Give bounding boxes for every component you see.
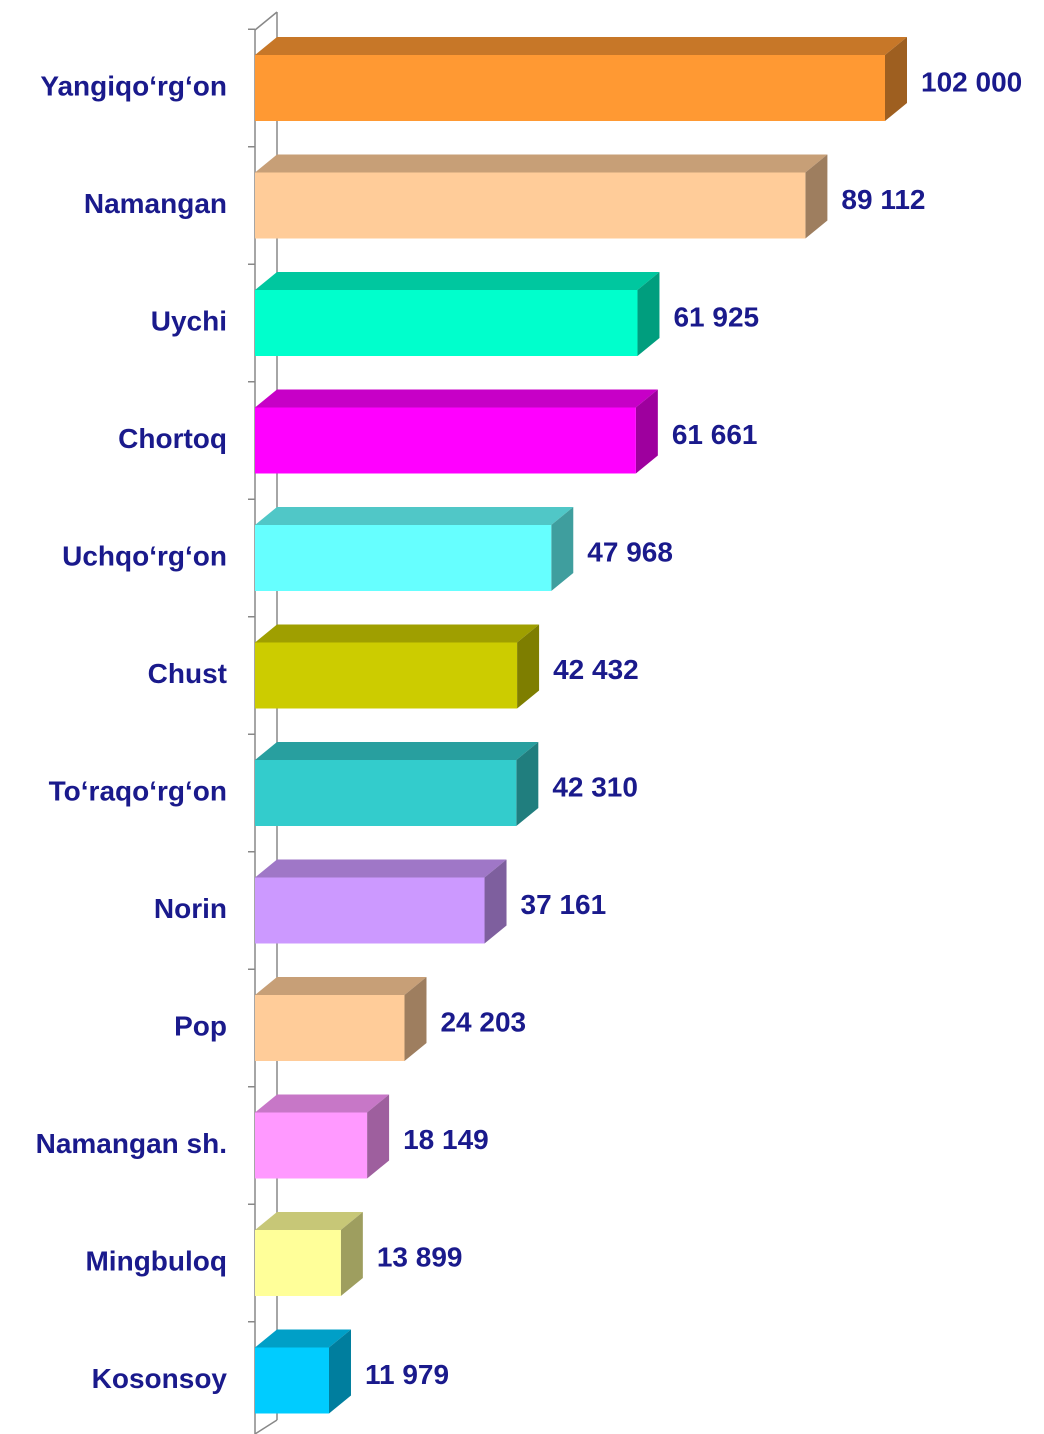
category-label: Kosonsoy: [92, 1363, 228, 1394]
category-label: Uchqo‘rg‘on: [62, 540, 227, 571]
bar: [255, 407, 636, 474]
axis-bottom: [254, 1419, 278, 1434]
bar-side: [328, 1329, 351, 1414]
category-label: Namangan sh.: [36, 1128, 227, 1159]
bar-side: [404, 977, 427, 1061]
bar: [255, 995, 405, 1061]
bar-side: [517, 624, 540, 709]
category-label: Chust: [148, 658, 227, 689]
bar-side: [635, 389, 658, 474]
value-label: 61 925: [673, 301, 759, 332]
category-label: To‘raqo‘rg‘on: [49, 775, 227, 806]
axis-top: [254, 11, 278, 31]
value-label: 47 968: [587, 536, 673, 567]
bar-side: [637, 272, 660, 356]
bar-top: [255, 37, 907, 55]
bar: [255, 877, 485, 944]
category-label: Norin: [154, 893, 227, 924]
bar-top: [255, 859, 507, 878]
category-label: Namangan: [84, 188, 227, 219]
bar: [255, 290, 638, 356]
value-label: 18 149: [403, 1124, 489, 1155]
bar: [255, 1347, 329, 1414]
bar-top: [255, 1212, 363, 1230]
value-label: 42 432: [553, 654, 639, 685]
bar: [255, 642, 518, 709]
bar-side: [551, 507, 574, 591]
bar-top: [255, 1329, 351, 1348]
bar-top: [255, 272, 660, 290]
bar-side: [340, 1212, 363, 1296]
bar: [255, 760, 517, 826]
value-label: 13 899: [377, 1241, 463, 1272]
category-label: Mingbuloq: [85, 1245, 227, 1276]
value-label: 37 161: [521, 889, 607, 920]
value-label: 42 310: [552, 771, 638, 802]
bar: [255, 1112, 368, 1179]
value-label: 11 979: [365, 1359, 449, 1390]
bar-top: [255, 154, 828, 173]
bar-top: [255, 977, 427, 995]
bar: [255, 525, 552, 591]
value-label: 24 203: [440, 1006, 526, 1037]
bar-side: [367, 1094, 390, 1179]
value-label: 89 112: [841, 184, 925, 215]
category-label: Uychi: [151, 305, 227, 336]
bar-side: [516, 742, 539, 826]
bar: [255, 55, 885, 121]
bar-side: [885, 37, 907, 121]
category-label: Pop: [174, 1010, 227, 1041]
category-label: Chortoq: [118, 423, 227, 454]
bar-side: [805, 154, 828, 239]
category-label: Yangiqo‘rg‘on: [40, 70, 227, 101]
bar-top: [255, 624, 540, 643]
value-label: 61 661: [672, 419, 758, 450]
bar-top: [255, 742, 539, 760]
bar: [255, 1230, 341, 1296]
bar: [255, 172, 806, 239]
bar-side: [484, 859, 507, 944]
value-label: 102 000: [921, 66, 1022, 97]
bar-top: [255, 389, 658, 408]
bar-top: [255, 507, 574, 525]
bar-top: [255, 1094, 390, 1113]
